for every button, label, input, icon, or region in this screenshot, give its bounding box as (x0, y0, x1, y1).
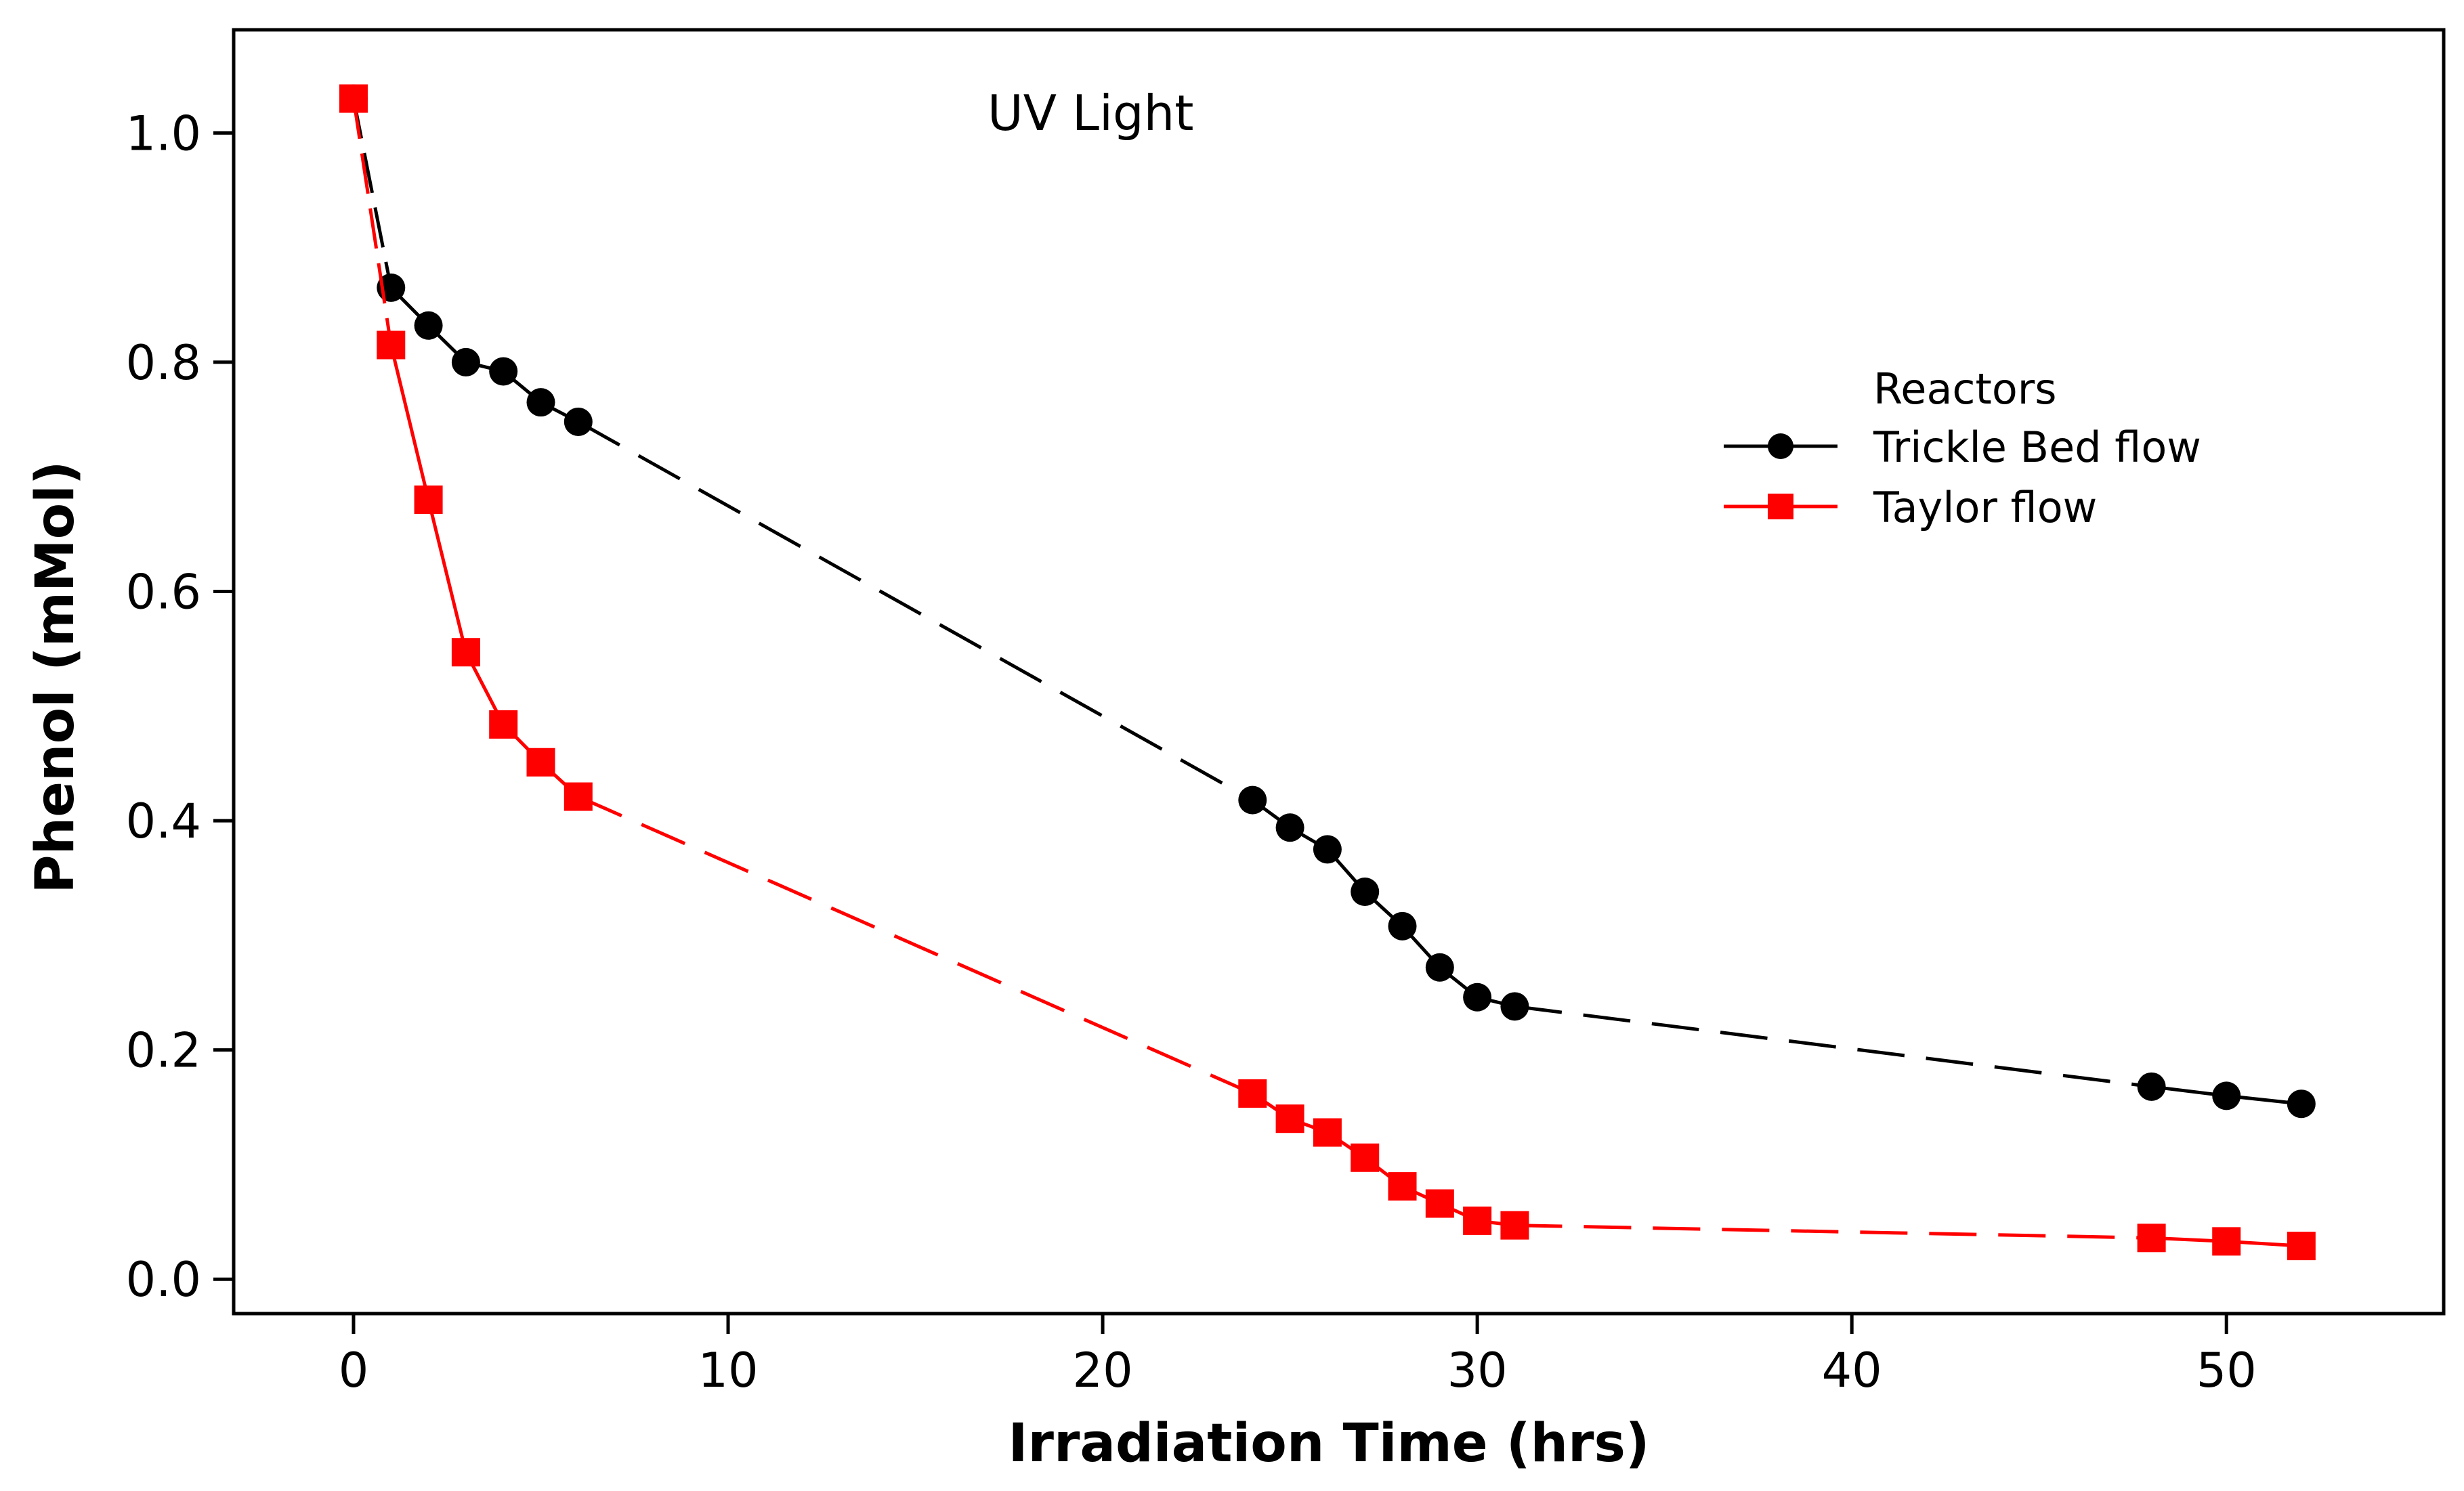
data-point-trickle-bed (526, 388, 555, 417)
series-line-segment (427, 499, 468, 653)
legend-item-trickle-bed: Trickle Bed flow (1724, 423, 2201, 472)
y-tick-label: 0.8 (126, 335, 201, 391)
x-tick-label: 20 (1073, 1343, 1133, 1398)
data-point-trickle-bed (2287, 1089, 2316, 1119)
y-tick-label: 0.2 (126, 1023, 201, 1079)
x-tick-label: 50 (2196, 1343, 2257, 1398)
series-line-segment (389, 344, 431, 500)
series-trickle-bed (339, 84, 2316, 1119)
data-point-taylor (1275, 1104, 1304, 1133)
data-point-trickle-bed (1238, 785, 1267, 815)
data-point-trickle-bed (489, 357, 518, 386)
data-point-taylor (1463, 1206, 1492, 1235)
y-tick-label: 0.0 (126, 1252, 201, 1308)
data-point-trickle-bed (564, 407, 593, 436)
legend-swatch-marker-taylor (1768, 494, 1793, 519)
data-point-trickle-bed (1388, 911, 1417, 941)
data-point-taylor (1238, 1079, 1267, 1108)
data-point-taylor (489, 710, 518, 739)
data-point-taylor (526, 748, 555, 777)
legend-swatch-marker-trickle-bed (1768, 433, 1793, 459)
x-axis: 0 10 20 30 40 50 (339, 1314, 2257, 1398)
series-layer (339, 84, 2316, 1261)
data-point-trickle-bed (1425, 953, 1454, 982)
x-tick-label: 30 (1447, 1343, 1508, 1398)
series-line-segment (577, 420, 1254, 802)
data-point-trickle-bed (2212, 1081, 2241, 1110)
data-point-taylor (377, 330, 406, 360)
series-line-segment (1514, 1224, 2152, 1240)
y-tick-label: 0.4 (126, 794, 201, 849)
plot-frame (232, 28, 2446, 1316)
data-point-trickle-bed (1500, 992, 1529, 1021)
data-point-trickle-bed (1275, 813, 1304, 842)
x-tick-label: 0 (339, 1343, 369, 1398)
x-tick-label: 10 (698, 1343, 758, 1398)
legend: Reactors Trickle Bed flow Taylor flow (1724, 364, 2201, 532)
series-line-segment (577, 795, 1254, 1096)
data-point-taylor (564, 782, 593, 811)
data-point-taylor (2137, 1224, 2166, 1253)
data-point-trickle-bed (414, 311, 443, 340)
data-point-trickle-bed (1313, 835, 1342, 864)
data-point-trickle-bed (2137, 1072, 2166, 1101)
y-tick-label: 1.0 (126, 106, 201, 161)
legend-item-taylor: Taylor flow (1724, 483, 2097, 532)
legend-label-taylor: Taylor flow (1873, 483, 2097, 532)
data-point-taylor (1351, 1143, 1380, 1172)
data-point-taylor (414, 485, 443, 515)
data-point-taylor (1500, 1211, 1529, 1240)
data-point-taylor (1425, 1189, 1454, 1218)
data-point-taylor (1388, 1172, 1417, 1201)
legend-title: Reactors (1873, 364, 2057, 414)
y-axis-title: Phenol (mMol) (25, 460, 86, 893)
y-tick-label: 0.6 (126, 565, 201, 620)
annotation-uv-light: UV Light (987, 85, 1194, 142)
series-line-segment (352, 98, 393, 345)
legend-label-trickle-bed: Trickle Bed flow (1873, 423, 2201, 472)
y-axis: 0.0 0.2 0.4 0.6 0.8 1.0 (126, 106, 234, 1308)
data-point-taylor (451, 638, 480, 667)
data-point-trickle-bed (1463, 982, 1492, 1012)
x-tick-label: 40 (1822, 1343, 1882, 1398)
data-point-taylor (2212, 1227, 2241, 1256)
data-point-taylor (339, 84, 368, 113)
data-point-taylor (1313, 1118, 1342, 1147)
x-axis-title: Irradiation Time (hrs) (1008, 1413, 1649, 1474)
series-taylor (339, 84, 2316, 1261)
data-point-taylor (2287, 1232, 2316, 1261)
series-line-segment (1514, 1004, 2152, 1089)
data-point-trickle-bed (451, 347, 480, 376)
data-point-trickle-bed (1351, 878, 1380, 907)
